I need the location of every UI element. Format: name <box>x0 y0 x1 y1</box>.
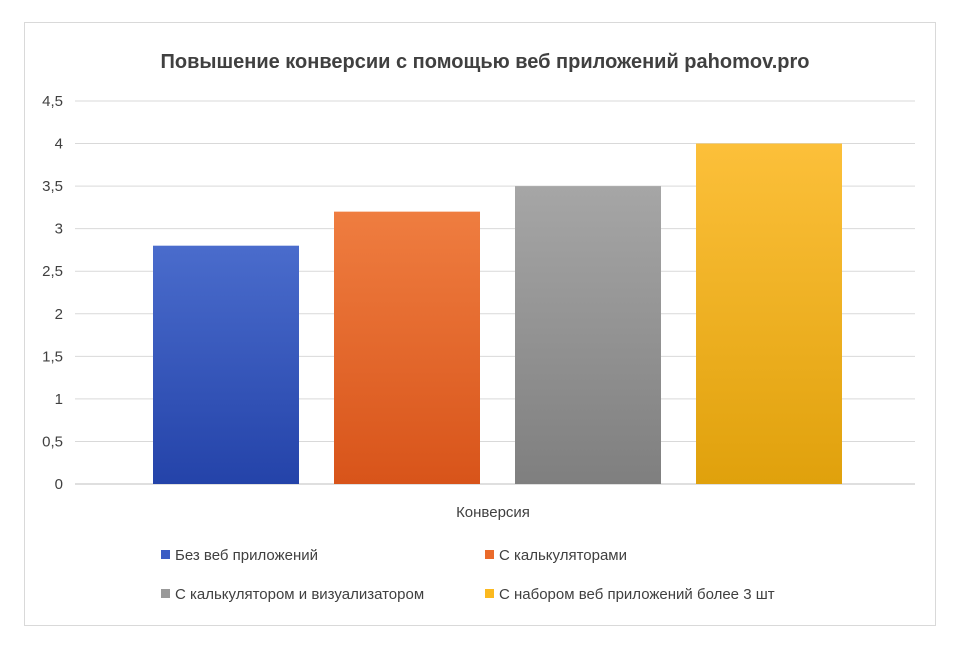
y-tick-label: 0,5 <box>42 433 63 450</box>
legend-label: С калькулятором и визуализатором <box>175 586 424 603</box>
bar-3 <box>515 186 661 484</box>
legend-swatch <box>161 589 170 598</box>
y-axis-ticks: 0 0,5 1 1,5 2 2,5 3 3,5 4 4,5 <box>42 93 63 493</box>
legend-label: С набором веб приложений более 3 шт <box>499 586 775 603</box>
y-tick-label: 1 <box>55 391 63 408</box>
legend-label: С калькуляторами <box>499 547 627 564</box>
x-category-label: Конверсия <box>456 504 530 521</box>
bar-2 <box>334 211 480 484</box>
chart-frame: Повышение конверсии с помощью веб прилож… <box>24 22 936 626</box>
legend: Без веб приложений С калькуляторами С каль… <box>161 547 775 603</box>
y-tick-label: 1,5 <box>42 348 63 365</box>
bar-1 <box>153 245 299 484</box>
y-tick-label: 2,5 <box>42 263 63 280</box>
bar-4 <box>696 143 842 485</box>
legend-swatch <box>485 550 494 559</box>
y-tick-label: 2 <box>55 306 63 323</box>
y-tick-label: 3 <box>55 221 63 238</box>
legend-label: Без веб приложений <box>175 547 318 564</box>
legend-swatch <box>485 589 494 598</box>
y-tick-label: 3,5 <box>42 178 63 195</box>
bar-chart: Повышение конверсии с помощью веб прилож… <box>42 51 915 603</box>
y-tick-label: 4 <box>55 136 63 153</box>
y-tick-label: 0 <box>55 476 63 493</box>
y-tick-label: 4,5 <box>42 93 63 110</box>
legend-swatch <box>161 550 170 559</box>
bars <box>153 143 842 485</box>
chart-title: Повышение конверсии с помощью веб прилож… <box>160 51 809 73</box>
